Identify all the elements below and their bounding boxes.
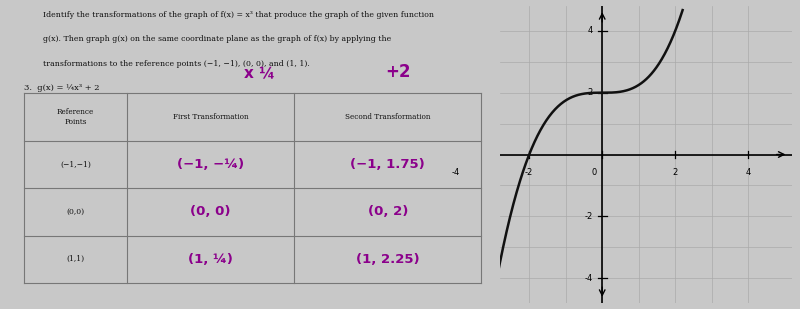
Text: (−1, −¼): (−1, −¼) <box>177 158 244 171</box>
Text: Second Transformation: Second Transformation <box>345 113 430 121</box>
Text: transformations to the reference points (−1, −1), (0, 0), and (1, 1).: transformations to the reference points … <box>43 60 310 68</box>
Text: (0, 0): (0, 0) <box>190 205 231 218</box>
Text: (−1, 1.75): (−1, 1.75) <box>350 158 425 171</box>
Text: (1, 2.25): (1, 2.25) <box>356 253 419 266</box>
Text: (1, ¼): (1, ¼) <box>188 253 233 266</box>
Text: 4: 4 <box>746 168 751 177</box>
Text: +2: +2 <box>385 63 410 81</box>
Text: 2: 2 <box>673 168 678 177</box>
Text: -2: -2 <box>525 168 534 177</box>
Text: 4: 4 <box>588 26 593 36</box>
Text: (0,0): (0,0) <box>66 208 85 216</box>
Text: 0: 0 <box>591 168 597 177</box>
Text: First Transformation: First Transformation <box>173 113 249 121</box>
Text: 3.  g(x) = ¼x³ + 2: 3. g(x) = ¼x³ + 2 <box>24 84 99 92</box>
Text: x ¼: x ¼ <box>244 66 275 81</box>
Text: -2: -2 <box>585 212 593 221</box>
Text: g(x). Then graph g(x) on the same coordinate plane as the graph of f(x) by apply: g(x). Then graph g(x) on the same coordi… <box>43 35 392 43</box>
Text: Reference
Points: Reference Points <box>57 108 94 126</box>
Text: -4: -4 <box>585 273 593 283</box>
Text: Identify the transformations of the graph of f(x) = x³ that produce the graph of: Identify the transformations of the grap… <box>43 11 434 19</box>
Text: 2: 2 <box>588 88 593 97</box>
Text: (−1,−1): (−1,−1) <box>60 160 90 168</box>
Text: (1,1): (1,1) <box>66 255 85 263</box>
Text: (0, 2): (0, 2) <box>367 205 408 218</box>
Text: -4: -4 <box>452 168 460 177</box>
